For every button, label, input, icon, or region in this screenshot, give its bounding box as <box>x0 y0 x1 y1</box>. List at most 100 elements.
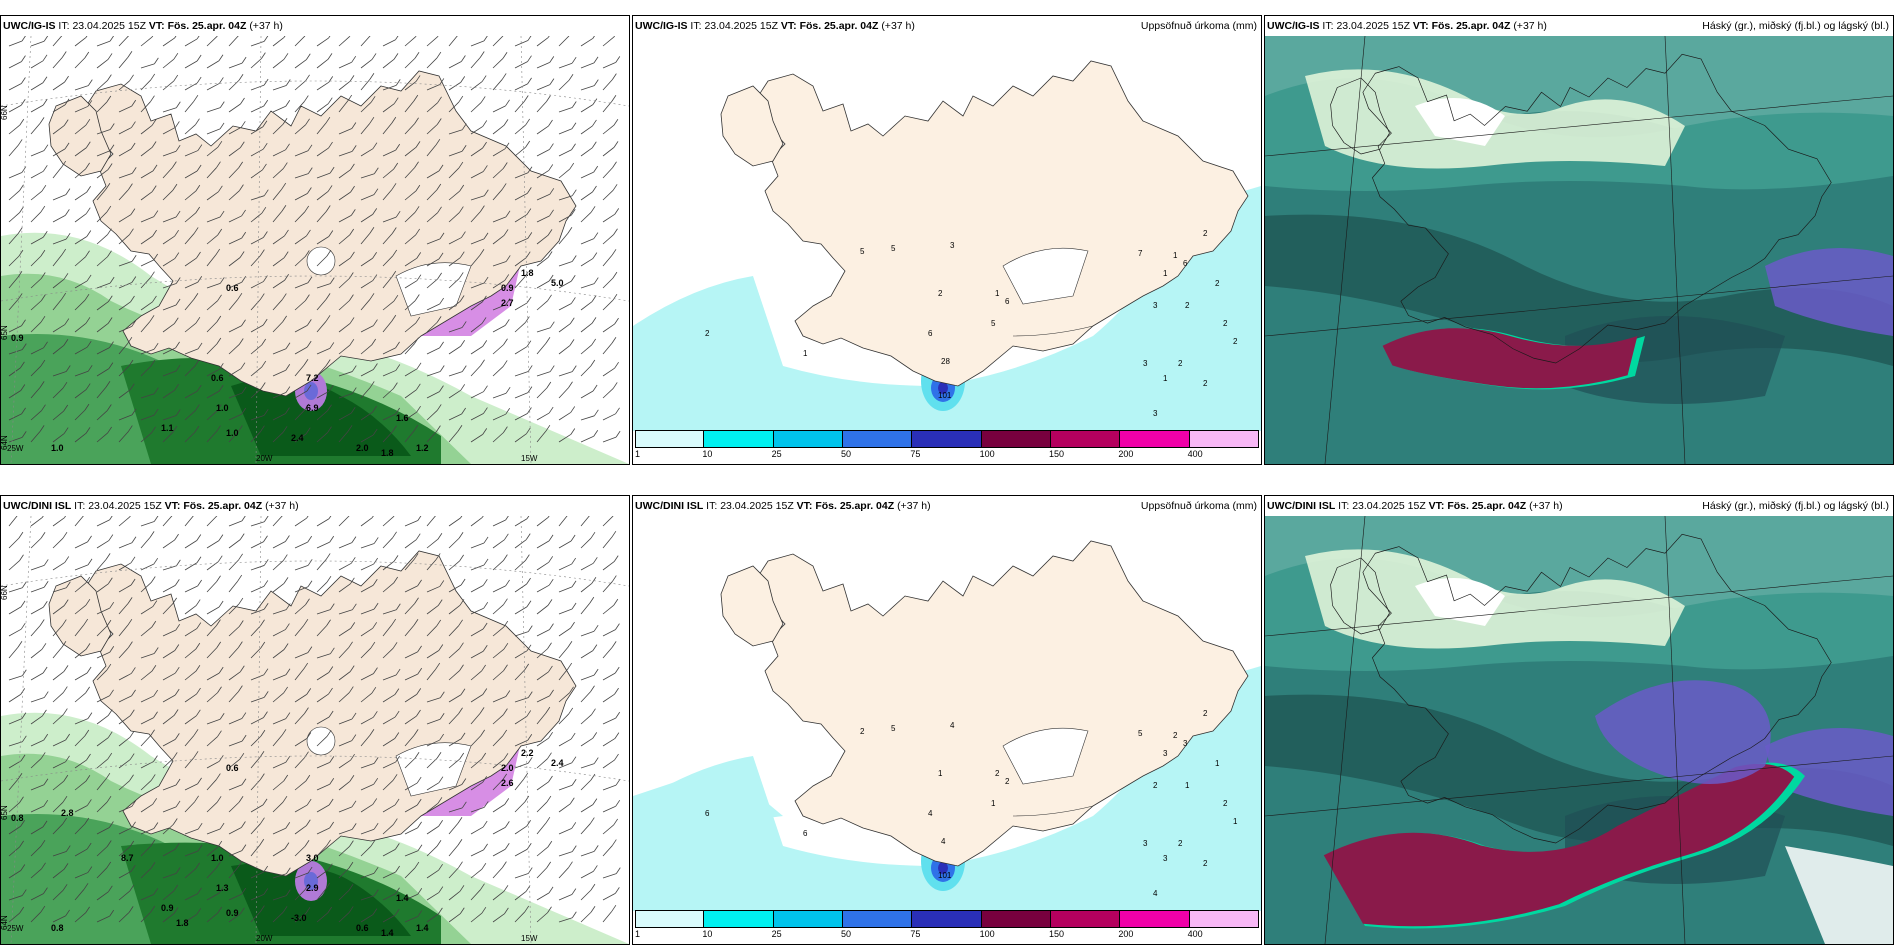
map-area[interactable] <box>1265 516 1893 944</box>
precip-value-label: 7 <box>1138 249 1143 258</box>
vt-label: VT: <box>796 500 813 512</box>
precip-value-label: 1 <box>1185 781 1190 790</box>
precip-value-label: 7.2 <box>306 373 319 383</box>
precip-value-label: 5.0 <box>551 278 564 288</box>
colorbar-tick-label: 50 <box>841 449 852 459</box>
precip-value-label: 5 <box>991 319 996 328</box>
colorbar-tick-label: 25 <box>771 929 782 939</box>
precip-value-label: 2.0 <box>356 443 369 453</box>
precip-value-label: 3 <box>1163 749 1168 758</box>
precip-value-label: 1 <box>1173 251 1178 260</box>
panel-header: UWC/DINI ISL IT: 23.04.2025 15Z VT: Fös.… <box>1 496 629 516</box>
cloud-shading <box>1265 36 1893 404</box>
colorbar-tick-label: 25 <box>771 449 782 459</box>
vt-label: VT: <box>1412 20 1429 32</box>
vt-label: VT: <box>1428 500 1445 512</box>
panel-ig-wind: UWC/IG-IS IT: 23.04.2025 15Z VT: Fös. 25… <box>0 15 630 465</box>
map-area[interactable]: 0.6 0.9 1.0 0.6 1.1 1.0 2.4 2.0 1.8 1.6 1.0 1.2 0.9 1… <box>1 36 629 464</box>
colorbar-tick-label: 10 <box>702 929 713 939</box>
colorbar-tick-label: 1 <box>635 929 641 939</box>
vt-value: Fös. 25.apr. 04Z <box>167 20 247 32</box>
map-area[interactable] <box>1265 36 1893 464</box>
precip-value-label: 1.8 <box>521 268 534 278</box>
model-name: UWC/DINI ISL <box>1267 500 1336 512</box>
vt-value: Fös. 25.apr. 04Z <box>183 500 263 512</box>
colorbar-swatch <box>773 430 843 448</box>
colorbar-swatch <box>843 910 913 928</box>
it-label: IT: <box>74 500 86 512</box>
precip-value-label: 1 <box>995 289 1000 298</box>
precip-value-label: 4 <box>1153 889 1158 898</box>
precip-value-label: 0.6 <box>356 923 369 933</box>
precip-value-label: 2 <box>705 329 710 338</box>
model-name: UWC/IG-IS <box>1267 20 1320 32</box>
panel-header: UWC/DINI ISL IT: 23.04.2025 15Z VT: Fös.… <box>1265 496 1893 516</box>
precip-value-label: 3 <box>1183 739 1188 748</box>
colorbar-swatch <box>635 910 705 928</box>
model-name: UWC/IG-IS <box>3 20 56 32</box>
precip-value-label: 1.0 <box>216 403 229 413</box>
lon-label: 15W <box>521 454 538 463</box>
precip-value-label: 1.1 <box>161 423 174 433</box>
model-name: UWC/IG-IS <box>635 20 688 32</box>
precip-value-label: 4 <box>928 809 933 818</box>
colorbar-swatch <box>704 430 774 448</box>
colorbar-tick-label: 100 <box>979 929 995 939</box>
wind-barbs <box>8 36 621 443</box>
precip-value-label: 2.0 <box>501 763 514 773</box>
precip-value-label: 3 <box>1163 854 1168 863</box>
map-area[interactable]: 0.6 0.8 0.8 1.0 0.9 0.9 -3.0 0.6 1.4 1.4 1.3 1.4 2.0… <box>1 516 629 944</box>
it-value: 23.04.2025 15Z <box>72 20 146 32</box>
vt-label: VT: <box>164 500 181 512</box>
precip-value-label: 1.8 <box>176 918 189 928</box>
precip-value-label: 3 <box>1153 301 1158 310</box>
map-area[interactable]: 5 4 2 1 2 1 2 4 4 101 6 6 3 5 3 2 1 2 2 2 4 3 1 2 1 2 3 <box>633 516 1261 944</box>
precip-value-label: 6 <box>1183 259 1188 268</box>
lead-time: (+37 h) <box>1513 20 1547 32</box>
panel-dini-accum: UWC/DINI ISL IT: 23.04.2025 15Z VT: Fös.… <box>632 495 1262 945</box>
precip-value-label: 2 <box>1223 319 1228 328</box>
it-value: 23.04.2025 15Z <box>1336 20 1410 32</box>
map-area[interactable]: 5 3 5 2 6 5 1 6 28 101 2 1 1 7 6 2 2 2 2 2 3 3 2 3 2 1 1 <box>633 36 1261 464</box>
lon-label: 25W <box>7 924 24 933</box>
precip-value-label: 6 <box>928 329 933 338</box>
precip-value-label: 6.9 <box>306 403 319 413</box>
precip-value-label: 1.0 <box>226 428 239 438</box>
colorbar-tick-label: 200 <box>1118 449 1134 459</box>
colorbar-swatch <box>704 910 774 928</box>
panel-header: UWC/IG-IS IT: 23.04.2025 15Z VT: Fös. 25… <box>1 16 629 36</box>
colorbar-tick-label: 75 <box>910 929 921 939</box>
precip-value-label: 2 <box>1215 279 1220 288</box>
precip-value-label: 5 <box>891 724 896 733</box>
precip-value-label: 1.2 <box>416 443 429 453</box>
precip-value-label: 5 <box>891 244 896 253</box>
graticule <box>1 36 629 464</box>
precip-value-label: 2.7 <box>501 298 514 308</box>
lat-label: 65N <box>1 805 9 820</box>
colorbar: 1 10 25 50 75 100 150 200 400 <box>635 430 1259 460</box>
precip-value-label: 0.9 <box>501 283 514 293</box>
colorbar-swatch <box>843 430 913 448</box>
graticule <box>1265 516 1893 944</box>
precip-value-label: 0.9 <box>226 908 239 918</box>
iceland-landmass <box>754 540 1249 867</box>
precip-value-label: 2.4 <box>291 433 304 443</box>
precip-value-label: 0.6 <box>226 763 239 773</box>
colorbar-tick-label: 75 <box>910 449 921 459</box>
it-value: 23.04.2025 15Z <box>720 500 794 512</box>
precip-value-label: 5 <box>1138 729 1143 738</box>
it-value: 23.04.2025 15Z <box>1352 500 1426 512</box>
lead-time: (+37 h) <box>265 500 299 512</box>
precip-value-labels: 0.6 0.8 0.8 1.0 0.9 0.9 -3.0 0.6 1.4 1.4 1.3 1.4 2.0… <box>11 748 564 938</box>
colorbar-tick-label: 400 <box>1187 449 1203 459</box>
colorbar-tick-label: 1 <box>635 449 641 459</box>
colorbar-swatch <box>773 910 843 928</box>
precip-value-label: 6 <box>1005 297 1010 306</box>
precip-value-label: 2 <box>1223 799 1228 808</box>
iceland-outline <box>1362 53 1832 364</box>
precip-value-label: 1.0 <box>51 443 64 453</box>
precip-value-label: 1 <box>803 349 808 358</box>
lon-label: 20W <box>256 934 273 943</box>
precip-value-label: 0.8 <box>11 813 24 823</box>
